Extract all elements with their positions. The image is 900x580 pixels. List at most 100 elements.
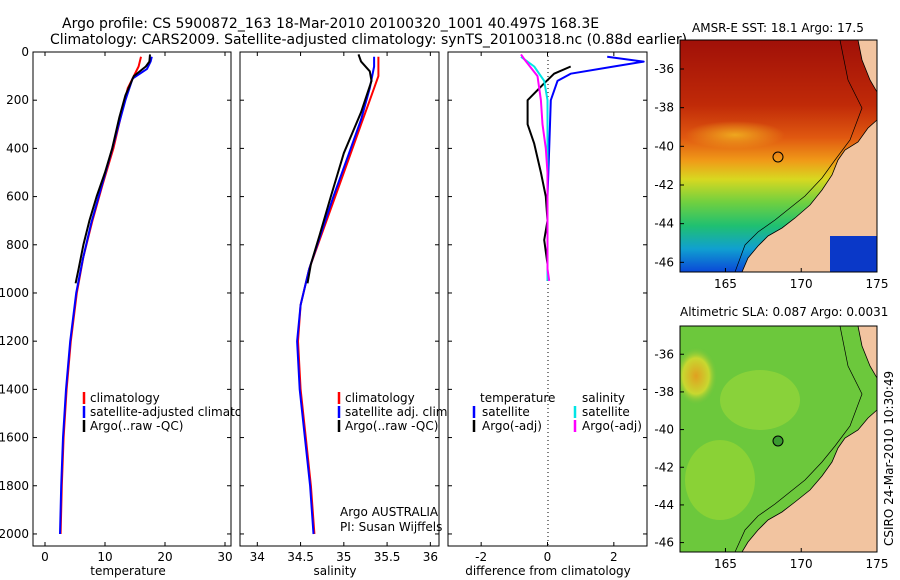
legend-argo: Argo(..raw -QC) <box>90 419 183 433</box>
temperature-axes <box>32 51 232 547</box>
difference-legend: temperature salinity satellite satellite… <box>472 391 642 433</box>
legend-argo: Argo(..raw -QC) <box>345 419 438 433</box>
legend-temp-argo: Argo(-adj) <box>482 419 542 433</box>
temperature-lines <box>59 54 153 535</box>
y-tick-label: 800 <box>6 238 29 252</box>
sla-map-panel: Altimetric SLA: 0.087 Argo: 0.0031 -36-3… <box>654 305 888 571</box>
x-tick-label: 2 <box>610 550 618 564</box>
figure-title-line1: Argo profile: CS 5900872_163 18-Mar-2010… <box>62 16 599 32</box>
salinity-y-ticks <box>240 51 439 535</box>
sla-isobath <box>734 326 863 552</box>
legend-temp-satellite: satellite <box>482 405 530 419</box>
map-y-tick-label: -40 <box>654 423 674 437</box>
x-tick-label: 30 <box>217 550 232 564</box>
map-y-tick-label: -38 <box>654 385 674 399</box>
legend-sal-argo: Argo(-adj) <box>582 419 642 433</box>
csiro-credit: CSIRO 24-Mar-2010 10:30:49 <box>882 371 896 546</box>
salinity-axes <box>239 51 440 547</box>
map-y-tick-label: -44 <box>654 498 674 512</box>
difference-xlabel: difference from climatology <box>465 564 631 578</box>
x-tick-label: 0 <box>41 550 49 564</box>
legend-salinity-heading: salinity <box>582 391 625 405</box>
sst-land-north <box>857 40 877 93</box>
map-y-tick-label: -38 <box>654 101 674 115</box>
sst-argo-marker <box>772 151 784 163</box>
difference-x-ticks: -2 0 2 <box>475 52 618 564</box>
sst-map-title: AMSR-E SST: 18.1 Argo: 17.5 <box>692 21 864 35</box>
sla-land <box>741 409 877 552</box>
y-tick-label: 1800 <box>0 479 29 493</box>
y-tick-label: 200 <box>6 93 29 107</box>
map-y-tick-label: -36 <box>654 62 674 76</box>
x-tick-label: 35 <box>336 550 351 564</box>
salinity-legend: climatology satellite adj. clim. Argo(..… <box>337 391 451 433</box>
sst-x-ticks: 165 170 175 <box>714 268 888 291</box>
legend-satellite: satellite-adjusted climatology <box>90 405 268 419</box>
temperature-legend: climatology satellite-adjusted climatolo… <box>82 391 268 433</box>
salinity-panel: 34 34.5 35 35.5 36 salinity climatology sate… <box>239 51 451 578</box>
series-line-temperature-argo-adj- <box>526 65 572 281</box>
sst-heatmap <box>680 40 877 272</box>
legend-climatology: climatology <box>345 391 415 405</box>
series-line-argo <box>74 54 151 284</box>
map-x-tick-label: 170 <box>790 277 813 291</box>
series-line-argo <box>306 54 373 284</box>
y-tick-label: 0 <box>21 45 29 59</box>
sla-map-title: Altimetric SLA: 0.087 Argo: 0.0031 <box>680 305 888 319</box>
y-tick-label: 600 <box>6 190 29 204</box>
map-x-tick-label: 170 <box>790 557 813 571</box>
x-tick-label: 34 <box>250 550 265 564</box>
x-tick-label: -2 <box>475 550 487 564</box>
x-tick-label: 0 <box>544 550 552 564</box>
map-x-tick-label: 175 <box>866 277 889 291</box>
salinity-x-ticks: 34 34.5 35 35.5 36 <box>250 52 438 564</box>
x-tick-label: 20 <box>157 550 172 564</box>
sst-map-panel: AMSR-E SST: 18.1 Argo: 17.5 -36 -38 -40 -42… <box>654 21 888 291</box>
legend-temperature-heading: temperature <box>480 391 555 405</box>
x-tick-label: 34.5 <box>287 550 314 564</box>
temperature-y-ticks: 0 200 400 600 800 1000 1200 1400 1600 1800 2000 <box>0 45 231 541</box>
y-tick-label: 1400 <box>0 382 29 396</box>
x-tick-label: 36 <box>423 550 438 564</box>
map-x-tick-label: 175 <box>866 557 889 571</box>
salinity-xlabel: salinity <box>313 564 356 578</box>
map-y-tick-label: -40 <box>654 139 674 153</box>
sst-land <box>741 119 877 272</box>
map-y-tick-label: -36 <box>654 347 674 361</box>
map-y-tick-label: -46 <box>654 536 674 550</box>
map-y-tick-label: -42 <box>654 460 674 474</box>
sla-high-patch <box>680 346 718 406</box>
map-y-tick-label: -42 <box>654 178 674 192</box>
sst-map-frame <box>679 39 878 273</box>
legend-sal-satellite: satellite <box>582 405 630 419</box>
sla-y-ticks: -36 -38 -40 -42 -44 -46 <box>654 347 684 550</box>
y-tick-label: 1200 <box>0 334 29 348</box>
temperature-xlabel: temperature <box>90 564 165 578</box>
annotation-argo-australia: Argo AUSTRALIA <box>340 505 439 519</box>
difference-panel: -2 0 2 difference from climatology tempera… <box>447 51 648 578</box>
sla-heatmap <box>680 326 877 552</box>
y-tick-label: 2000 <box>0 527 29 541</box>
temperature-x-ticks: 0 10 20 30 <box>41 52 233 564</box>
y-tick-label: 1600 <box>0 431 29 445</box>
sla-mid-patch-2 <box>685 440 755 520</box>
legend-satellite: satellite adj. clim. <box>345 405 451 419</box>
sla-land-north <box>857 326 877 379</box>
sst-y-ticks: -36 -38 -40 -42 -44 -46 <box>654 62 684 269</box>
map-y-tick-label: -44 <box>654 217 674 231</box>
x-tick-label: 35.5 <box>374 550 401 564</box>
sst-cold-patch <box>830 236 877 272</box>
legend-climatology: climatology <box>90 391 160 405</box>
series-line-salinity-argo-adj- <box>520 53 551 282</box>
figure-title-line2: Climatology: CARS2009. Satellite-adjuste… <box>50 32 687 48</box>
map-y-tick-label: -46 <box>654 255 674 269</box>
map-x-tick-label: 165 <box>714 277 737 291</box>
sla-argo-marker <box>772 435 784 447</box>
series-line-satellite <box>59 56 153 535</box>
sla-mid-patch <box>720 370 800 430</box>
temperature-panel: 0 200 400 600 800 1000 1200 1400 1600 1800 2000 0 1… <box>0 45 268 578</box>
sla-x-ticks: 165 170 175 <box>714 548 888 571</box>
map-x-tick-label: 165 <box>714 557 737 571</box>
difference-y-ticks <box>448 51 647 535</box>
